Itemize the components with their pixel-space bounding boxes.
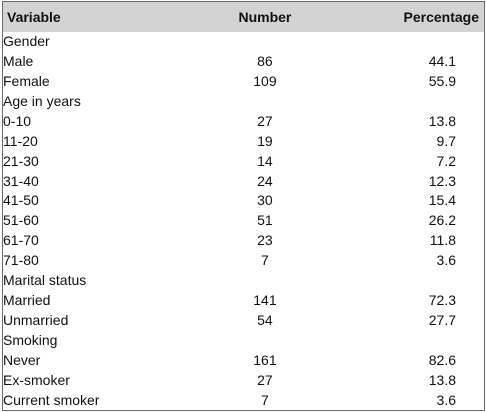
cell-variable: 51-60	[3, 212, 39, 229]
cell-number: 86	[257, 52, 273, 69]
cell-percentage: 11.8	[429, 232, 456, 249]
cell-percentage	[338, 32, 485, 52]
cell-number	[192, 32, 338, 52]
table-row: 61-70 23 11.8	[3, 231, 485, 251]
cell-percentage: 82.6	[428, 351, 456, 368]
table-row: 11-20 19 9.7	[3, 131, 485, 151]
cell-percentage	[338, 331, 485, 351]
cell-number: 14	[257, 152, 273, 169]
table-row: 51-60 51 26.2	[3, 211, 485, 231]
cell-percentage: 3.6	[436, 391, 456, 408]
header-variable: Variable	[7, 8, 61, 25]
table-row: Never 161 82.6	[3, 351, 485, 371]
cell-percentage: 7.2	[436, 152, 456, 169]
cell-percentage: 27.7	[428, 312, 456, 329]
cell-number: 161	[253, 351, 277, 368]
cell-percentage: 13.8	[428, 371, 456, 388]
cell-number: 141	[253, 292, 277, 309]
header-number: Number	[238, 8, 292, 25]
cell-variable: Current smoker	[3, 391, 100, 408]
cell-variable: Male	[3, 52, 34, 69]
cell-variable: Married	[3, 292, 51, 309]
cell-variable: 41-50	[3, 192, 39, 209]
table-row: Ex-smoker 27 13.8	[3, 370, 485, 390]
cell-variable: Unmarried	[3, 312, 69, 329]
cell-percentage: 13.8	[428, 112, 456, 129]
cell-variable: Gender	[3, 32, 50, 49]
cell-variable: 11-20	[3, 132, 38, 149]
cell-percentage: 9.7	[436, 132, 456, 149]
cell-percentage	[338, 91, 485, 111]
cell-percentage	[338, 271, 485, 291]
table-row: Current smoker 7 3.6	[3, 390, 485, 410]
table-row: Married 141 72.3	[3, 291, 485, 311]
category-row: Smoking	[3, 331, 485, 351]
cell-number: 27	[257, 371, 273, 388]
cell-number: 30	[257, 192, 273, 209]
cell-number: 27	[257, 112, 273, 129]
cell-percentage: 55.9	[428, 72, 456, 89]
cell-variable: Smoking	[3, 332, 58, 349]
cell-variable: Age in years	[3, 92, 81, 109]
table-row: 41-50 30 15.4	[3, 191, 485, 211]
cell-percentage: 44.1	[428, 52, 456, 69]
header-row: Variable Number Percentage	[2, 1, 485, 32]
cell-number: 54	[257, 312, 273, 329]
cell-percentage: 3.6	[436, 252, 456, 269]
category-row: Gender	[3, 32, 485, 52]
cell-variable: 71-80	[3, 252, 39, 269]
cell-number	[192, 271, 338, 291]
table-body: Gender Male 86 44.1 Female 109 55.9 Age in year…	[3, 32, 485, 411]
cell-number: 109	[253, 72, 277, 89]
table-row: 71-80 7 3.6	[3, 251, 485, 271]
table-row: Unmarried 54 27.7	[3, 311, 485, 331]
cell-variable: Female	[3, 72, 50, 89]
table-header: Variable Number Percentage	[2, 1, 485, 32]
cell-number: 51	[257, 212, 273, 229]
category-row: Marital status	[3, 271, 485, 291]
cell-number	[192, 91, 338, 111]
cell-variable: 31-40	[3, 172, 39, 189]
cell-number: 7	[261, 391, 269, 408]
cell-number: 24	[257, 172, 273, 189]
cell-percentage: 72.3	[428, 292, 456, 309]
category-row: Age in years	[3, 91, 485, 111]
cell-variable: Never	[3, 351, 41, 368]
cell-variable: Ex-smoker	[3, 371, 70, 388]
table-row: 21-30 14 7.2	[3, 151, 485, 171]
header-percentage: Percentage	[403, 8, 479, 25]
cell-number: 7	[261, 252, 269, 269]
cell-percentage: 12.3	[428, 172, 456, 189]
cell-number	[192, 331, 338, 351]
cell-variable: 61-70	[3, 232, 39, 249]
cell-number: 19	[257, 132, 273, 149]
cell-percentage: 15.4	[428, 192, 456, 209]
table-row: Female 109 55.9	[3, 71, 485, 91]
cell-variable: 21-30	[3, 152, 39, 169]
table-row: 31-40 24 12.3	[3, 171, 485, 191]
table-row: Male 86 44.1	[3, 51, 485, 71]
cell-number: 23	[257, 232, 273, 249]
cell-variable: Marital status	[3, 272, 87, 289]
table-row: 0-10 27 13.8	[3, 111, 485, 131]
cell-variable: 0-10	[3, 112, 32, 129]
cell-percentage: 26.2	[428, 212, 456, 229]
